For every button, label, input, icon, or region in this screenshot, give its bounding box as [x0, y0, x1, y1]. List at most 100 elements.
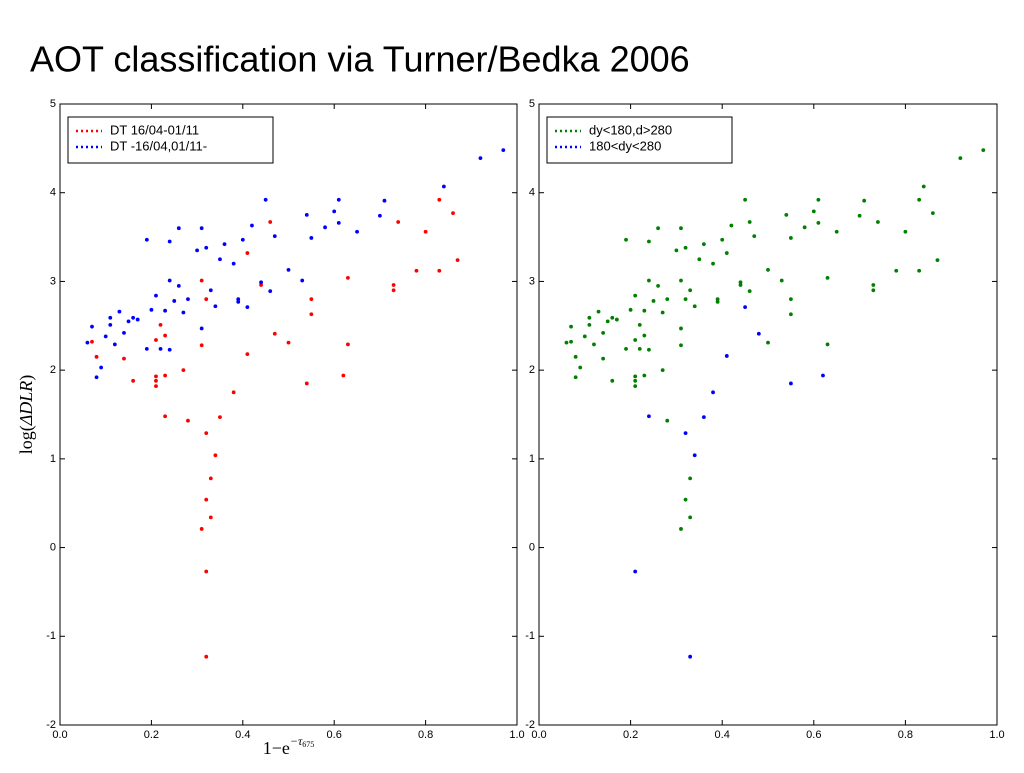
- scatter-point: [391, 283, 396, 287]
- scatter-point: [601, 330, 606, 335]
- scatter-point: [724, 354, 729, 358]
- scatter-point: [236, 297, 241, 302]
- scatter-point: [816, 220, 821, 225]
- scatter-point: [857, 213, 862, 218]
- scatter-point: [789, 312, 793, 317]
- scatter-point: [286, 340, 291, 345]
- scatter-point: [149, 307, 154, 312]
- scatter-point: [163, 414, 168, 419]
- scatter-point: [688, 476, 693, 481]
- scatter-point: [642, 333, 647, 338]
- scatter-point: [167, 239, 172, 244]
- x-tick-label: 0.4: [715, 729, 730, 741]
- scatter-point: [633, 293, 638, 298]
- scatter-point: [766, 267, 770, 272]
- y-tick-label: -1: [525, 630, 535, 642]
- scatter-point: [204, 569, 209, 574]
- x-tick-label: 0.6: [806, 729, 821, 741]
- y-label-sym: ΔDLR: [16, 381, 36, 427]
- scatter-point: [231, 261, 236, 266]
- scatter-point: [701, 242, 706, 247]
- x-tick-label: 0.4: [235, 729, 250, 741]
- scatter-point: [633, 374, 638, 379]
- scatter-point: [218, 415, 222, 420]
- scatter-point: [647, 239, 651, 244]
- slide-title: AOT classification via Turner/Bedka 2006: [30, 39, 690, 80]
- scatter-point: [715, 297, 720, 302]
- scatter-point: [300, 278, 305, 283]
- scatter-point: [213, 453, 218, 458]
- scatter-point: [747, 220, 752, 224]
- scatter-point: [637, 322, 642, 327]
- scatter-point: [633, 378, 638, 383]
- scatter-point: [231, 390, 236, 395]
- scatter-point: [871, 288, 876, 293]
- scatter-point: [679, 527, 683, 531]
- scatter-point: [131, 378, 136, 383]
- y-tick-label: 5: [50, 98, 56, 110]
- scatter-point: [208, 515, 213, 520]
- scatter-point: [236, 299, 241, 304]
- scatter-point: [259, 280, 263, 285]
- scatter-point: [90, 324, 94, 329]
- y-tick-label: 2: [529, 364, 535, 376]
- scatter-point: [688, 288, 693, 293]
- scatter-point: [871, 283, 876, 287]
- scatter-point: [679, 343, 683, 348]
- scatter-point: [610, 378, 615, 383]
- scatter-point: [309, 297, 314, 302]
- scatter-point: [784, 212, 789, 217]
- scatter-point: [683, 497, 688, 502]
- x-axis-label: 1−e−τ675: [263, 734, 315, 758]
- scatter-point: [323, 225, 327, 230]
- scatter-point: [309, 312, 314, 317]
- scatter-point: [126, 319, 131, 324]
- scatter-point: [720, 237, 725, 242]
- scatter-point: [144, 346, 149, 351]
- scatter-point: [423, 229, 428, 234]
- x-label-exp: −τ: [290, 734, 303, 748]
- scatter-point: [981, 148, 986, 153]
- scatter-point: [633, 338, 638, 342]
- scatter-point: [437, 197, 442, 202]
- scatter-point: [204, 497, 209, 502]
- scatter-point: [117, 309, 122, 314]
- scatter-point: [958, 156, 963, 161]
- y-label-pre: log(: [16, 425, 37, 454]
- scatter-point: [633, 569, 638, 574]
- scatter-point: [94, 354, 99, 359]
- x-tick-label: 0.2: [623, 729, 638, 741]
- scatter-point: [624, 237, 628, 242]
- scatter-point: [396, 220, 401, 224]
- scatter-point: [112, 342, 117, 347]
- scatter-point: [341, 373, 346, 378]
- scatter-point: [582, 334, 587, 339]
- scatter-point: [779, 278, 784, 283]
- scatter-point: [154, 338, 158, 342]
- scatter-point: [569, 339, 573, 344]
- scatter-point: [108, 315, 113, 320]
- y-tick-label: 0: [50, 541, 56, 553]
- x-tick-label: 1.0: [989, 729, 1004, 741]
- scatter-point: [729, 223, 734, 228]
- scatter-point: [656, 226, 660, 231]
- scatter-point: [158, 322, 163, 327]
- scatter-point: [752, 234, 757, 239]
- scatter-point: [711, 390, 715, 395]
- scatter-point: [679, 326, 683, 331]
- scatter-point: [660, 310, 665, 315]
- scatter-point: [441, 184, 446, 189]
- y-tick-label: 4: [529, 187, 535, 199]
- scatter-point: [391, 288, 396, 293]
- scatter-point: [108, 322, 113, 327]
- scatter-point: [90, 339, 94, 344]
- legend-label: DT -16/04,01/11-: [110, 138, 207, 153]
- scatter-point: [218, 257, 222, 262]
- scatter-point: [272, 331, 277, 336]
- plot-frame: [59, 103, 518, 726]
- y-tick-label: -2: [46, 719, 56, 731]
- scatter-point: [103, 334, 108, 339]
- x-tick-label: 0.6: [327, 729, 342, 741]
- scatter-point: [163, 333, 168, 338]
- scatter-point: [587, 322, 592, 327]
